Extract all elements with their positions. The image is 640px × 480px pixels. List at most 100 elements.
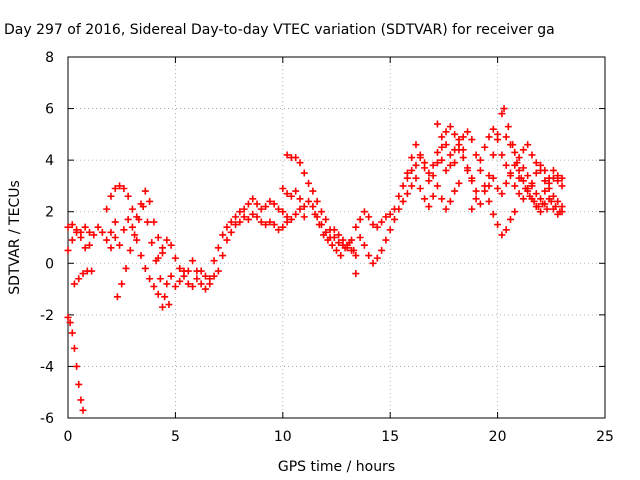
data-point bbox=[283, 190, 291, 198]
data-point bbox=[81, 223, 89, 231]
data-point bbox=[141, 264, 149, 272]
data-point bbox=[232, 213, 240, 221]
data-point bbox=[515, 174, 523, 182]
data-point bbox=[528, 151, 536, 159]
x-axis-label: GPS time / hours bbox=[278, 459, 395, 475]
data-point bbox=[111, 185, 119, 193]
data-point bbox=[373, 223, 381, 231]
data-point bbox=[133, 236, 141, 244]
data-point bbox=[369, 259, 377, 267]
data-point bbox=[554, 177, 562, 185]
data-point bbox=[378, 246, 386, 254]
y-tick-label: 2 bbox=[45, 205, 54, 221]
data-point bbox=[77, 396, 85, 404]
data-point bbox=[504, 123, 512, 131]
data-point bbox=[519, 146, 527, 154]
data-point bbox=[236, 208, 244, 216]
data-point bbox=[360, 241, 368, 249]
data-point bbox=[146, 197, 154, 205]
data-point bbox=[163, 236, 171, 244]
data-point bbox=[330, 226, 338, 234]
data-point bbox=[532, 190, 540, 198]
data-point bbox=[356, 215, 364, 223]
data-point bbox=[266, 197, 274, 205]
data-point bbox=[433, 159, 441, 167]
data-point bbox=[124, 192, 132, 200]
data-point bbox=[73, 362, 81, 370]
plot-frame bbox=[67, 56, 606, 419]
data-point bbox=[85, 228, 93, 236]
data-point bbox=[137, 252, 145, 260]
data-point bbox=[64, 246, 72, 254]
data-point bbox=[433, 148, 441, 156]
data-point bbox=[416, 185, 424, 193]
y-tick-label: -2 bbox=[40, 308, 54, 324]
data-point bbox=[279, 208, 287, 216]
x-tick-label: 0 bbox=[64, 429, 73, 445]
x-tick-label: 15 bbox=[381, 429, 399, 445]
data-point bbox=[464, 166, 472, 174]
y-axis-label: SDTVAR / TECUs bbox=[7, 180, 23, 295]
data-point bbox=[176, 264, 184, 272]
data-point bbox=[120, 226, 128, 234]
data-point bbox=[171, 282, 179, 290]
data-point bbox=[395, 192, 403, 200]
data-point bbox=[481, 187, 489, 195]
x-tick-label: 10 bbox=[274, 429, 292, 445]
data-point bbox=[167, 241, 175, 249]
data-point bbox=[545, 185, 553, 193]
data-point bbox=[81, 244, 89, 252]
data-point bbox=[210, 257, 218, 265]
data-point bbox=[219, 231, 227, 239]
data-point bbox=[257, 205, 265, 213]
data-point bbox=[373, 254, 381, 262]
data-point bbox=[528, 179, 536, 187]
data-point bbox=[300, 213, 308, 221]
data-point bbox=[249, 195, 257, 203]
data-point bbox=[489, 210, 497, 218]
data-point bbox=[131, 231, 139, 239]
data-point bbox=[558, 174, 566, 182]
data-point bbox=[451, 130, 459, 138]
data-point bbox=[506, 215, 514, 223]
axis-ticks: 0 5 10 15 20 25 -6 -4 -2 0 2 4 6 8 bbox=[40, 50, 614, 445]
data-point bbox=[352, 252, 360, 260]
data-point bbox=[210, 272, 218, 280]
data-point bbox=[502, 179, 510, 187]
data-point bbox=[328, 241, 336, 249]
data-point bbox=[537, 161, 545, 169]
data-point bbox=[369, 221, 377, 229]
data-point bbox=[223, 236, 231, 244]
x-tick-label: 5 bbox=[171, 429, 180, 445]
data-point bbox=[519, 164, 527, 172]
data-point bbox=[279, 185, 287, 193]
data-point bbox=[519, 195, 527, 203]
data-point bbox=[442, 128, 450, 136]
data-point bbox=[171, 254, 179, 262]
data-point bbox=[244, 215, 252, 223]
data-point bbox=[485, 133, 493, 141]
data-point bbox=[425, 169, 433, 177]
data-points bbox=[64, 105, 566, 414]
data-point bbox=[515, 166, 523, 174]
data-point bbox=[455, 179, 463, 187]
data-point bbox=[472, 187, 480, 195]
data-point bbox=[118, 280, 126, 288]
data-point bbox=[412, 161, 420, 169]
data-point bbox=[68, 236, 76, 244]
data-point bbox=[287, 192, 295, 200]
data-point bbox=[455, 146, 463, 154]
data-point bbox=[489, 151, 497, 159]
data-point bbox=[506, 141, 514, 149]
data-point bbox=[270, 221, 278, 229]
data-point bbox=[545, 174, 553, 182]
data-point bbox=[451, 187, 459, 195]
data-point bbox=[167, 272, 175, 280]
data-point bbox=[103, 236, 111, 244]
data-point bbox=[438, 133, 446, 141]
data-point bbox=[468, 205, 476, 213]
y-tick-label: 4 bbox=[45, 153, 54, 169]
data-point bbox=[68, 221, 76, 229]
data-point bbox=[412, 174, 420, 182]
data-point bbox=[214, 244, 222, 252]
